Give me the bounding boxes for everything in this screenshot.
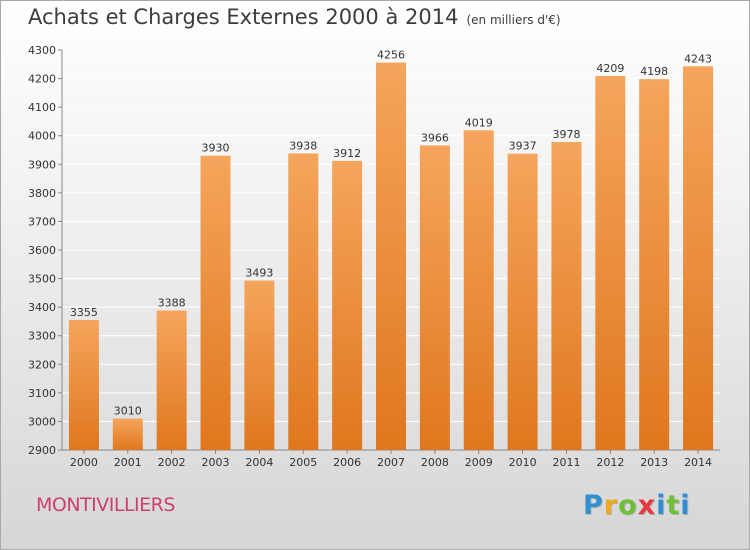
x-tick-label: 2000 — [70, 456, 98, 469]
logo-letter: P — [583, 490, 604, 521]
value-label: 3930 — [202, 142, 230, 155]
axes: 2900 3000 3100 3200 3300 3400 3500 3600 3700 3800… — [28, 44, 720, 469]
value-label: 3978 — [552, 128, 580, 141]
value-label: 4209 — [596, 62, 624, 75]
city-name: MONTIVILLIERS — [36, 494, 175, 516]
bar — [551, 142, 582, 450]
value-label: 3912 — [333, 147, 361, 160]
x-tick-label: 2008 — [421, 456, 449, 469]
value-label: 3966 — [421, 131, 449, 144]
y-tick-label: 4000 — [28, 130, 56, 143]
x-tick-label: 2002 — [158, 456, 186, 469]
y-tick-label: 3500 — [28, 273, 56, 286]
y-tick-label: 3800 — [28, 187, 56, 200]
bar — [68, 320, 99, 450]
y-tick-label: 3400 — [28, 301, 56, 314]
bars — [68, 62, 714, 451]
y-tick-label: 3000 — [28, 415, 56, 428]
y-tick-label: 3300 — [28, 330, 56, 343]
bar — [244, 280, 275, 450]
value-label: 4243 — [684, 52, 712, 65]
chart-title-block: Achats et Charges Externes 2000 à 2014 (e… — [28, 5, 561, 29]
value-label: 4198 — [640, 65, 668, 78]
y-tick-label: 4300 — [28, 44, 56, 57]
y-tick-label: 4100 — [28, 101, 56, 114]
y-tick-label: 3900 — [28, 158, 56, 171]
x-tick-label: 2014 — [684, 456, 712, 469]
y-tick-label: 3200 — [28, 358, 56, 371]
bar — [683, 66, 714, 451]
value-label: 3388 — [158, 297, 186, 310]
value-label: 4019 — [465, 116, 493, 129]
x-tick-label: 2013 — [640, 456, 668, 469]
bar — [639, 79, 670, 451]
y-tick-label: 4200 — [28, 73, 56, 86]
bar — [288, 153, 319, 450]
x-tick-label: 2011 — [552, 456, 580, 469]
x-tick-label: 2006 — [333, 456, 361, 469]
bar — [332, 160, 363, 450]
value-label: 4256 — [377, 49, 405, 62]
value-label: 3493 — [245, 267, 273, 280]
y-tick-label: 3700 — [28, 215, 56, 228]
x-tick-label: 2005 — [289, 456, 317, 469]
value-label: 3010 — [114, 405, 142, 418]
bar — [376, 62, 406, 450]
proxiti-logo: Proxiti — [583, 490, 691, 521]
x-tick-label: 2001 — [114, 456, 142, 469]
logo-letter: i — [680, 490, 691, 521]
labels: 3355 3010 3388 3930 3493 3938 3912 4256 3966 4019… — [70, 49, 712, 418]
logo-letter: t — [666, 490, 681, 521]
chart-title: Achats et Charges Externes 2000 à 2014 — [28, 5, 459, 29]
value-label: 3937 — [509, 140, 537, 153]
bar — [463, 130, 494, 451]
logo-letter: x — [637, 490, 657, 521]
y-tick-label: 2900 — [28, 444, 56, 457]
bar — [112, 418, 143, 450]
value-label: 3938 — [289, 139, 317, 152]
y-tick-label: 3100 — [28, 387, 56, 400]
logo-letter: o — [618, 490, 638, 521]
bar — [419, 145, 450, 450]
x-tick-label: 2004 — [245, 456, 273, 469]
x-tick-label: 2009 — [465, 456, 493, 469]
chart-subtitle: (en milliers d'€) — [466, 13, 561, 27]
x-tick-label: 2010 — [509, 456, 537, 469]
value-label: 3355 — [70, 306, 98, 319]
logo-letter: r — [603, 490, 619, 521]
x-tick-label: 2003 — [202, 456, 230, 469]
x-tick-label: 2007 — [377, 456, 405, 469]
logo-letter: i — [656, 490, 667, 521]
bar — [200, 155, 231, 450]
x-tick-label: 2012 — [596, 456, 624, 469]
bar — [507, 153, 538, 450]
bar — [156, 310, 187, 450]
bar — [595, 76, 626, 450]
y-tick-label: 3600 — [28, 244, 56, 257]
